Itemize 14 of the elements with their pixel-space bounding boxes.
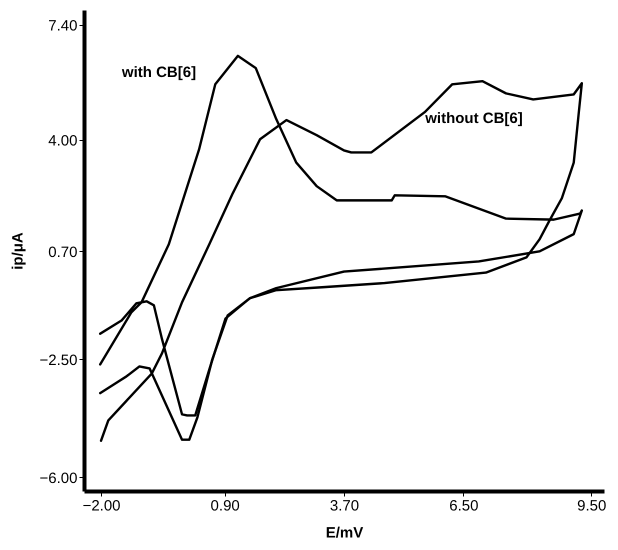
y-axis-title: ip/μA xyxy=(10,232,27,270)
x-tick-label: 3.70 xyxy=(330,498,360,514)
y-tick-label: −6.00 xyxy=(40,470,78,487)
y-tick-label: −2.50 xyxy=(40,352,78,369)
x-tick-label: 0.90 xyxy=(210,498,240,514)
y-tick-label: 7.40 xyxy=(48,18,78,35)
y-tick-label: 4.00 xyxy=(48,132,78,150)
x-axis-title: E/mV xyxy=(326,524,364,542)
annotation: with CB[6] xyxy=(120,64,196,81)
annotation: without CB[6] xyxy=(424,110,523,127)
x-tick-label: 6.50 xyxy=(449,498,478,514)
x-tick-label: −2.00 xyxy=(82,498,121,514)
x-tick-label: 9.50 xyxy=(577,498,606,514)
y-tick-label: 0.70 xyxy=(48,244,78,261)
